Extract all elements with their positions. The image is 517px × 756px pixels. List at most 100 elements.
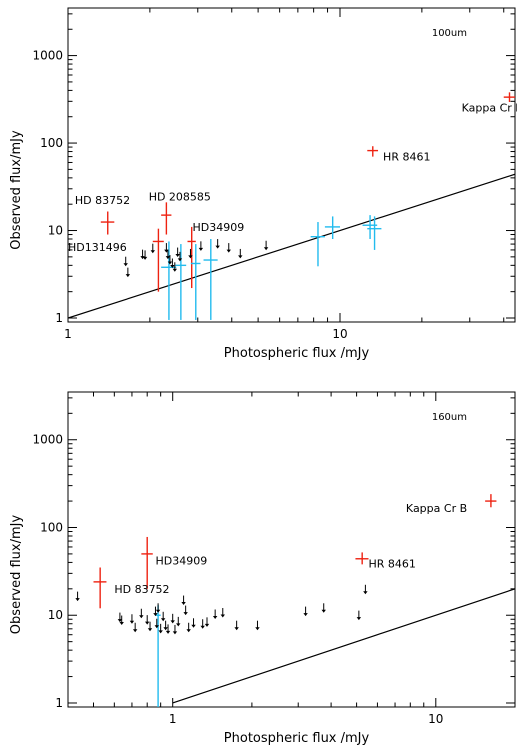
plot-frame	[67, 391, 516, 708]
x-tick-label: 10	[332, 327, 347, 341]
upper-limit-head	[200, 625, 205, 629]
upper-limit-arrow	[139, 608, 144, 619]
chart-panel-100um: 1 10 1 10 100 1000 Photospheric flux /mJy Obser…	[9, 7, 517, 361]
upper-limit-head	[145, 621, 150, 625]
upper-limit-arrow	[186, 622, 191, 633]
upper-limit-head	[165, 630, 171, 634]
upper-limit-head	[220, 614, 225, 618]
upper-limit-arrow	[125, 267, 131, 278]
data-point	[100, 211, 115, 235]
upper-limit-head	[167, 261, 173, 265]
upper-limit-head	[119, 622, 124, 626]
upper-limit-arrow	[155, 603, 161, 613]
upper-limit-head	[150, 250, 155, 254]
data-point	[161, 202, 172, 235]
upper-limit-head	[226, 249, 231, 253]
y-tick-label: 1000	[32, 433, 63, 447]
upper-limit-arrow	[356, 610, 362, 621]
upper-limit-arrow	[154, 618, 159, 629]
upper-limit-arrow	[191, 618, 196, 628]
upper-limit-arrow	[234, 620, 239, 631]
upper-limit-head	[238, 255, 243, 259]
upper-limit-arrow	[176, 616, 181, 627]
x-axis-label: Photospheric flux /mJy	[224, 346, 370, 361]
data-point	[161, 241, 177, 320]
upper-limit-head	[363, 591, 368, 595]
upper-limit-arrow	[175, 247, 180, 258]
upper-limit-arrow	[220, 608, 225, 618]
y-tick-label: 100	[40, 520, 63, 534]
data-point	[355, 552, 369, 565]
upper-limit-head	[147, 628, 153, 632]
upper-limit-head	[123, 263, 128, 267]
upper-limit-head	[142, 256, 148, 260]
upper-limit-head	[154, 625, 159, 629]
data-point	[203, 239, 218, 320]
upper-limit-arrow	[170, 258, 175, 268]
y-axis-label: Observed flux/mJy	[9, 130, 24, 250]
point-annotation: HD 83752	[75, 194, 130, 207]
x-tick-label: 1	[169, 712, 177, 726]
upper-limit-head	[212, 615, 218, 619]
upper-limit-arrow	[198, 241, 204, 251]
upper-limit-arrow	[204, 617, 210, 627]
upper-limit-arrow	[170, 613, 175, 624]
upper-limit-arrow	[165, 249, 171, 260]
y-tick-label: 10	[48, 608, 63, 622]
upper-limit-arrow	[172, 262, 178, 272]
upper-limit-head	[255, 627, 260, 631]
upper-limit-head	[176, 623, 181, 627]
upper-limit-arrow	[158, 623, 163, 634]
panel-label: 160um	[432, 412, 467, 423]
upper-limit-arrow	[163, 620, 168, 631]
upper-limit-head	[186, 629, 191, 633]
data-point	[503, 92, 515, 102]
data-point	[187, 226, 196, 289]
upper-limit-head	[183, 612, 188, 616]
upper-limit-arrow	[183, 605, 188, 616]
upper-limit-head	[125, 274, 131, 278]
plot-frame	[67, 7, 516, 323]
upper-limit-head	[139, 615, 144, 619]
point-annotation: HD 83752	[114, 583, 169, 596]
data-point	[324, 216, 340, 240]
upper-limit-arrow	[119, 615, 124, 626]
point-annotation: HD34909	[155, 554, 207, 567]
upper-limit-head	[321, 609, 326, 613]
upper-limit-arrow	[123, 256, 128, 267]
upper-limit-head	[215, 245, 220, 249]
upper-limit-arrow	[153, 606, 158, 617]
upper-limit-arrow	[263, 240, 269, 251]
panel-label: 100um	[432, 28, 467, 39]
data-point	[310, 222, 325, 267]
upper-limit-head	[75, 598, 80, 602]
upper-limit-head	[303, 613, 308, 617]
upper-limit-head	[198, 247, 204, 251]
upper-limit-arrow	[363, 584, 368, 595]
data-point	[367, 146, 379, 157]
data-point	[93, 567, 107, 609]
upper-limit-head	[181, 602, 186, 606]
upper-limit-arrow	[212, 609, 218, 619]
upper-limit-head	[170, 620, 175, 624]
point-annotation: HR 8461	[369, 557, 416, 570]
upper-limit-head	[158, 630, 163, 634]
y-axis-label: Observed flux/mJy	[9, 515, 24, 635]
upper-limit-arrow	[238, 248, 243, 259]
upper-limit-arrow	[177, 251, 183, 262]
upper-limit-arrow	[75, 591, 80, 602]
point-annotation: HD34909	[193, 221, 245, 234]
upper-limit-head	[177, 258, 183, 262]
plot-area	[75, 494, 515, 707]
x-axis-label: Photospheric flux /mJy	[224, 731, 370, 746]
upper-limit-head	[129, 620, 135, 624]
upper-limit-arrow	[181, 595, 186, 606]
equality-line	[68, 173, 515, 319]
upper-limit-head	[356, 617, 362, 621]
upper-limit-head	[188, 255, 193, 259]
point-annotation: HD131496	[68, 241, 127, 254]
upper-limit-head	[263, 247, 269, 251]
upper-limit-arrow	[188, 248, 193, 259]
upper-limit-arrow	[255, 620, 260, 631]
